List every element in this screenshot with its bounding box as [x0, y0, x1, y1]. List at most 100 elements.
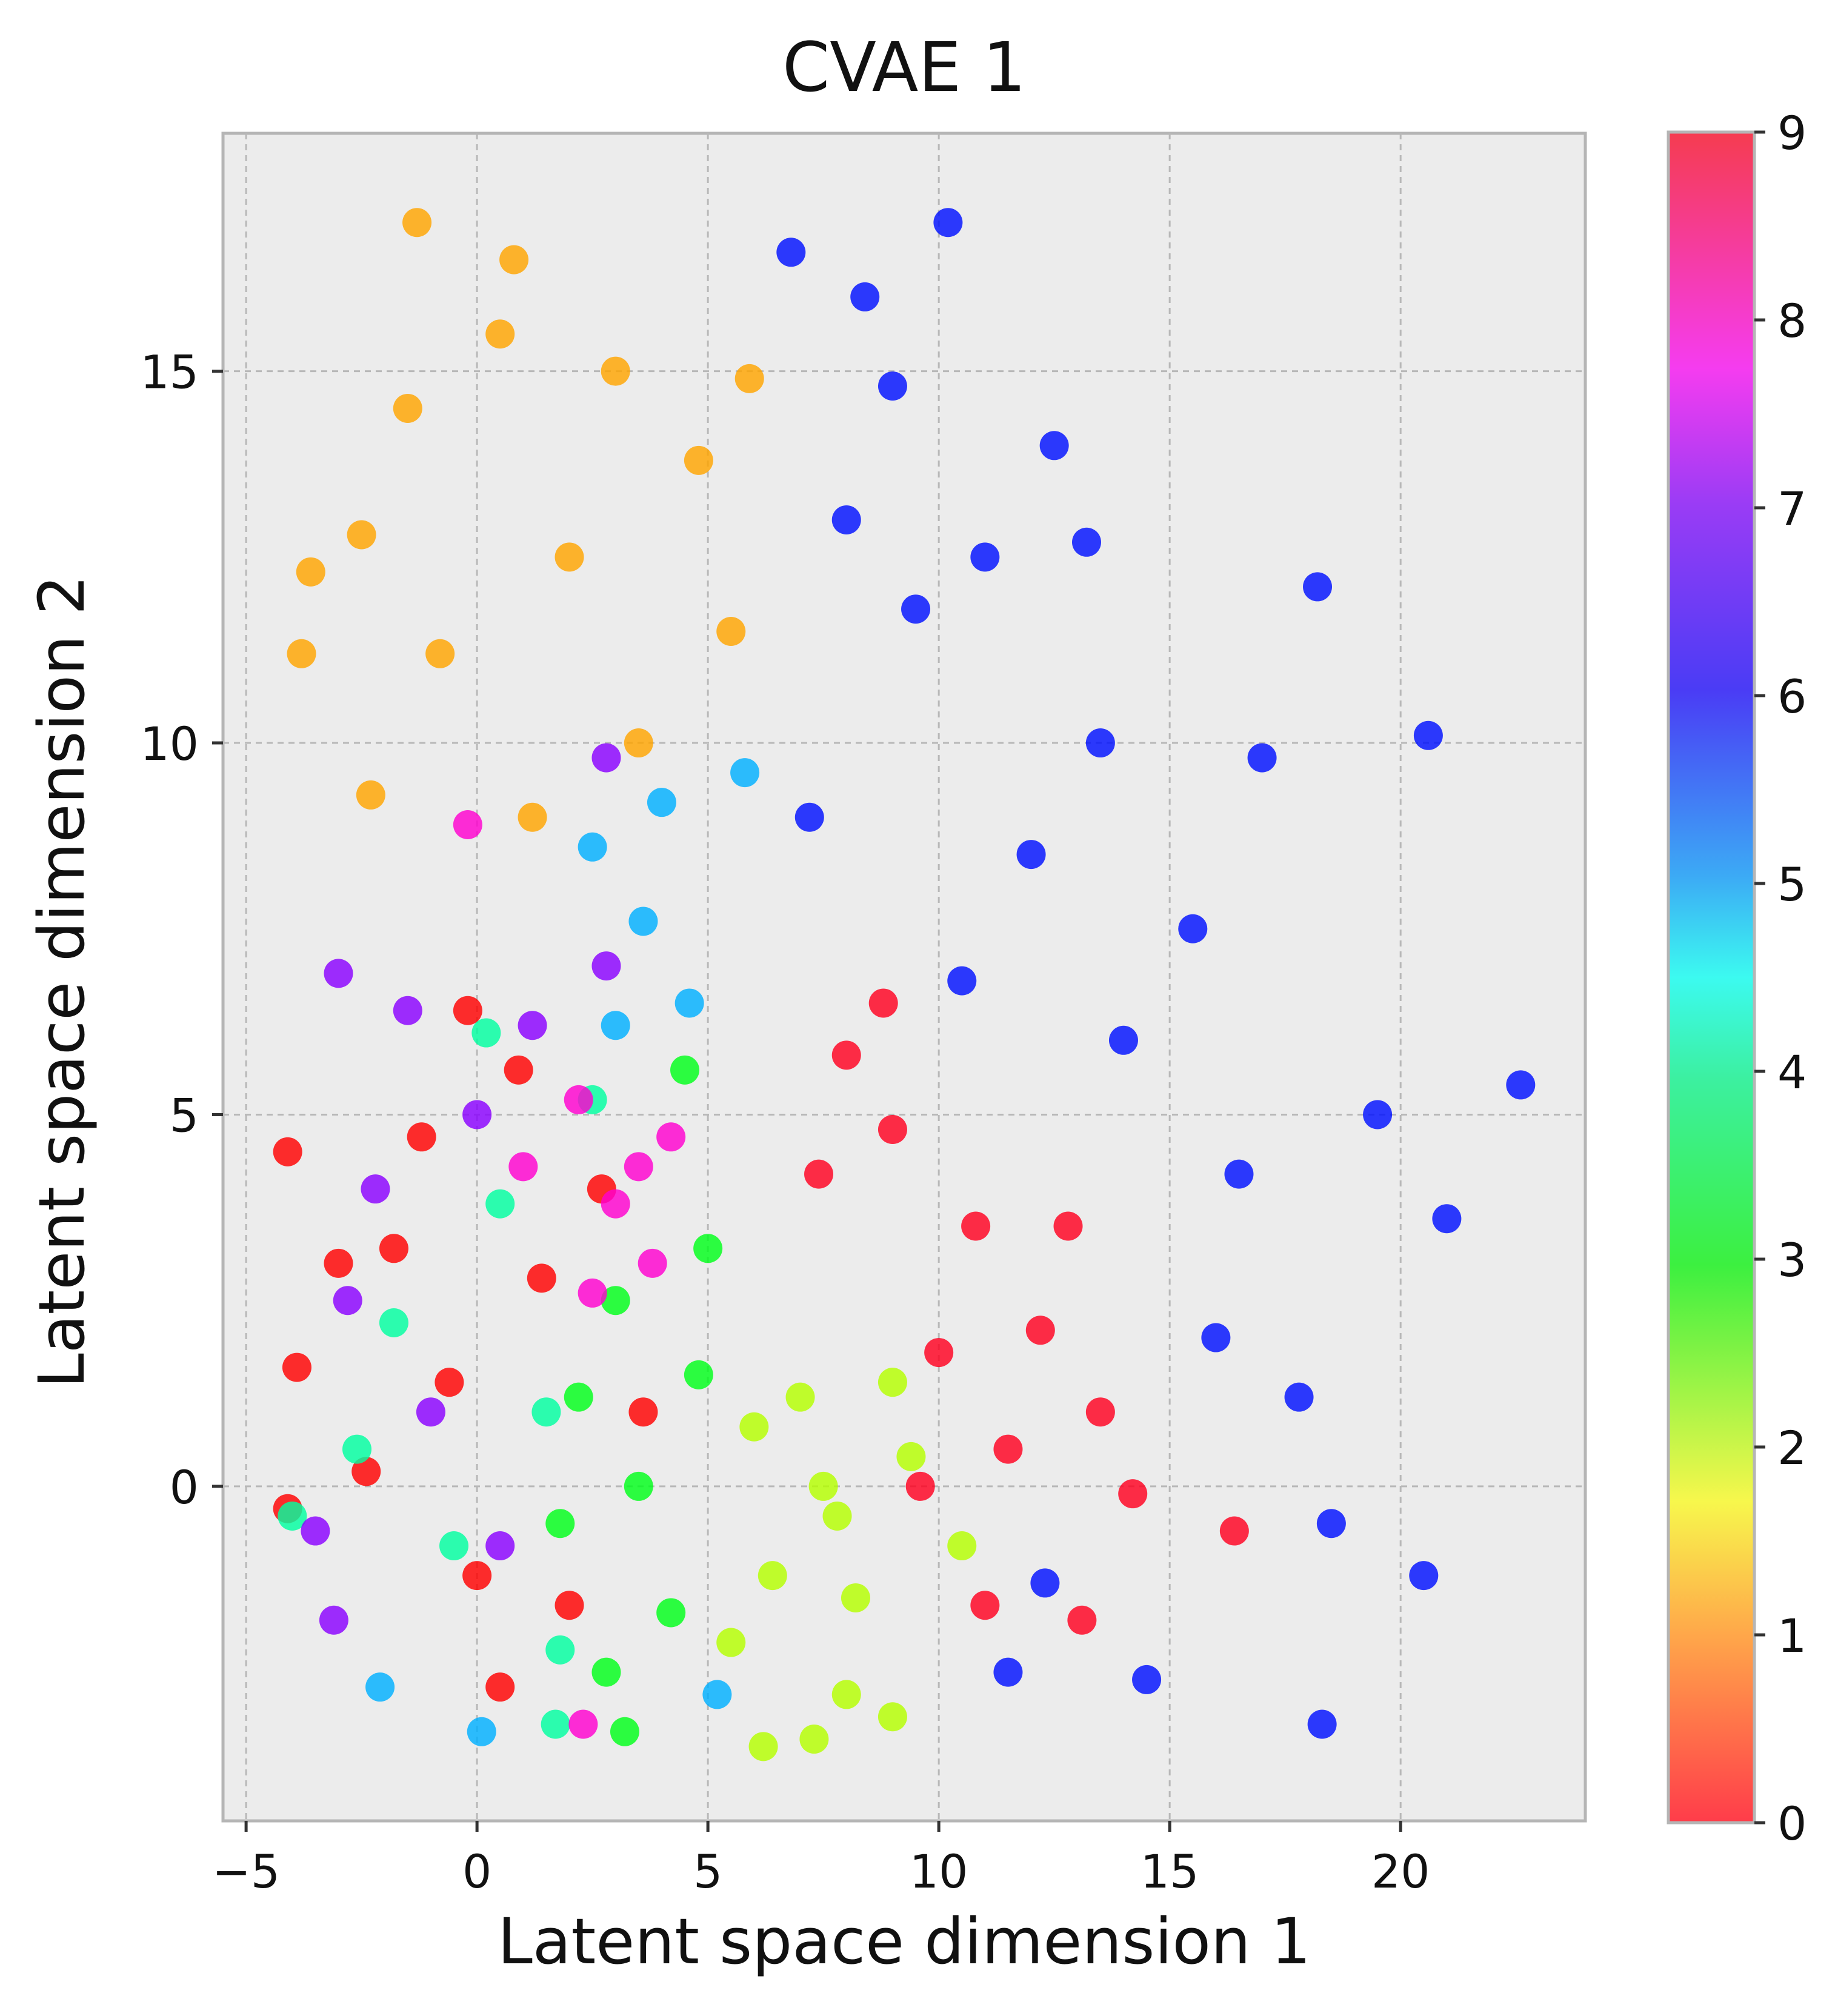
- data-point-class-3: [591, 1657, 621, 1687]
- data-point-class-5: [628, 907, 658, 936]
- data-point-class-4: [531, 1397, 561, 1427]
- data-point-class-2: [739, 1412, 769, 1442]
- data-point-class-0: [554, 1591, 584, 1620]
- data-point-class-7: [416, 1397, 445, 1427]
- data-points: [273, 208, 1536, 1762]
- y-tick-label: 15: [140, 345, 199, 399]
- data-point-class-0: [485, 1672, 515, 1702]
- data-point-class-6: [1409, 1561, 1439, 1591]
- data-point-class-3: [656, 1598, 686, 1628]
- colorbar-tick-label: 0: [1777, 1797, 1807, 1851]
- colorbar-ticks: 0 1 2 3 4 5 6 7 8 9: [1754, 106, 1807, 1851]
- data-point-class-2: [748, 1732, 778, 1762]
- data-point-class-7: [485, 1531, 515, 1561]
- data-point-class-6: [933, 208, 963, 238]
- data-point-class-6: [1413, 720, 1443, 750]
- data-point-class-1: [499, 245, 529, 274]
- data-point-class-8: [568, 1709, 598, 1739]
- data-point-class-1: [287, 639, 316, 668]
- data-point-class-6: [1307, 1709, 1337, 1739]
- data-point-class-9: [868, 988, 898, 1018]
- data-point-class-2: [947, 1531, 977, 1561]
- x-tick-label: −5: [212, 1845, 280, 1898]
- data-point-class-0: [351, 1457, 381, 1486]
- data-point-class-0: [282, 1352, 311, 1382]
- data-point-class-4: [439, 1531, 469, 1561]
- x-tick-label: 5: [693, 1845, 722, 1898]
- data-point-class-6: [794, 802, 824, 832]
- data-point-class-0: [324, 1248, 353, 1278]
- data-point-class-2: [831, 1680, 861, 1709]
- colorbar-tick-label: 9: [1777, 106, 1807, 160]
- colorbar-tick-label: 2: [1777, 1421, 1807, 1475]
- data-point-class-8: [453, 810, 482, 839]
- data-point-class-2: [878, 1368, 907, 1397]
- data-point-class-5: [601, 1011, 630, 1040]
- x-tick-label: 15: [1141, 1845, 1199, 1898]
- data-point-class-3: [684, 1360, 713, 1389]
- data-point-class-6: [1072, 527, 1102, 557]
- data-point-class-3: [564, 1382, 593, 1412]
- data-point-class-3: [601, 1286, 630, 1316]
- colorbar-tick-label: 6: [1777, 670, 1807, 724]
- data-point-class-6: [1432, 1204, 1462, 1234]
- data-point-class-6: [1247, 743, 1277, 773]
- data-point-class-2: [896, 1442, 926, 1471]
- data-point-class-6: [1016, 840, 1046, 870]
- chart-title: CVAE 1: [782, 28, 1026, 107]
- data-point-class-4: [379, 1308, 408, 1337]
- data-point-class-6: [1201, 1323, 1231, 1352]
- data-point-class-6: [1316, 1509, 1346, 1539]
- data-point-class-1: [601, 356, 630, 386]
- data-point-class-1: [402, 208, 432, 238]
- data-point-class-6: [1132, 1665, 1162, 1694]
- data-point-class-6: [831, 505, 861, 534]
- data-point-class-4: [342, 1434, 371, 1464]
- data-point-class-3: [610, 1717, 639, 1746]
- data-point-class-7: [591, 743, 621, 773]
- data-point-class-8: [508, 1152, 538, 1182]
- data-point-class-8: [578, 1278, 607, 1308]
- data-point-class-9: [1118, 1479, 1148, 1509]
- data-point-class-9: [961, 1211, 991, 1241]
- data-point-class-8: [601, 1189, 630, 1219]
- data-point-class-6: [1039, 431, 1069, 461]
- data-point-class-1: [485, 319, 515, 349]
- grid-lines: [223, 133, 1585, 1821]
- data-point-class-9: [924, 1338, 954, 1368]
- data-point-class-9: [804, 1159, 834, 1189]
- data-point-class-9: [1085, 1397, 1115, 1427]
- data-point-class-7: [462, 1100, 492, 1129]
- data-point-class-6: [850, 282, 880, 311]
- data-point-class-2: [841, 1583, 870, 1612]
- data-point-class-5: [674, 988, 704, 1018]
- data-point-class-1: [518, 802, 547, 832]
- data-point-class-7: [324, 959, 353, 988]
- data-point-class-0: [527, 1263, 556, 1293]
- data-point-class-1: [356, 780, 385, 810]
- x-tick-label: 10: [910, 1845, 968, 1898]
- data-point-class-4: [471, 1018, 501, 1048]
- data-point-class-9: [1025, 1316, 1055, 1345]
- data-point-class-2: [878, 1702, 907, 1732]
- data-point-class-9: [1067, 1605, 1097, 1635]
- colorbar-tick-label: 3: [1777, 1233, 1807, 1287]
- data-point-class-9: [970, 1591, 1000, 1620]
- data-point-class-0: [462, 1561, 492, 1591]
- data-point-class-4: [541, 1709, 570, 1739]
- colorbar: [1667, 130, 1756, 1825]
- data-point-class-3: [693, 1234, 723, 1263]
- y-tick-label: 0: [170, 1460, 199, 1514]
- data-point-class-6: [1506, 1070, 1536, 1100]
- data-point-class-1: [296, 557, 325, 587]
- data-point-class-0: [273, 1137, 302, 1166]
- data-point-class-7: [591, 951, 621, 981]
- x-tick-label: 20: [1371, 1845, 1430, 1898]
- data-point-class-6: [1108, 1025, 1138, 1055]
- data-point-class-8: [564, 1085, 593, 1114]
- data-point-class-8: [656, 1122, 686, 1152]
- x-axis-label: Latent space dimension 1: [498, 1905, 1311, 1978]
- data-point-class-7: [361, 1174, 390, 1204]
- data-point-class-9: [831, 1040, 861, 1070]
